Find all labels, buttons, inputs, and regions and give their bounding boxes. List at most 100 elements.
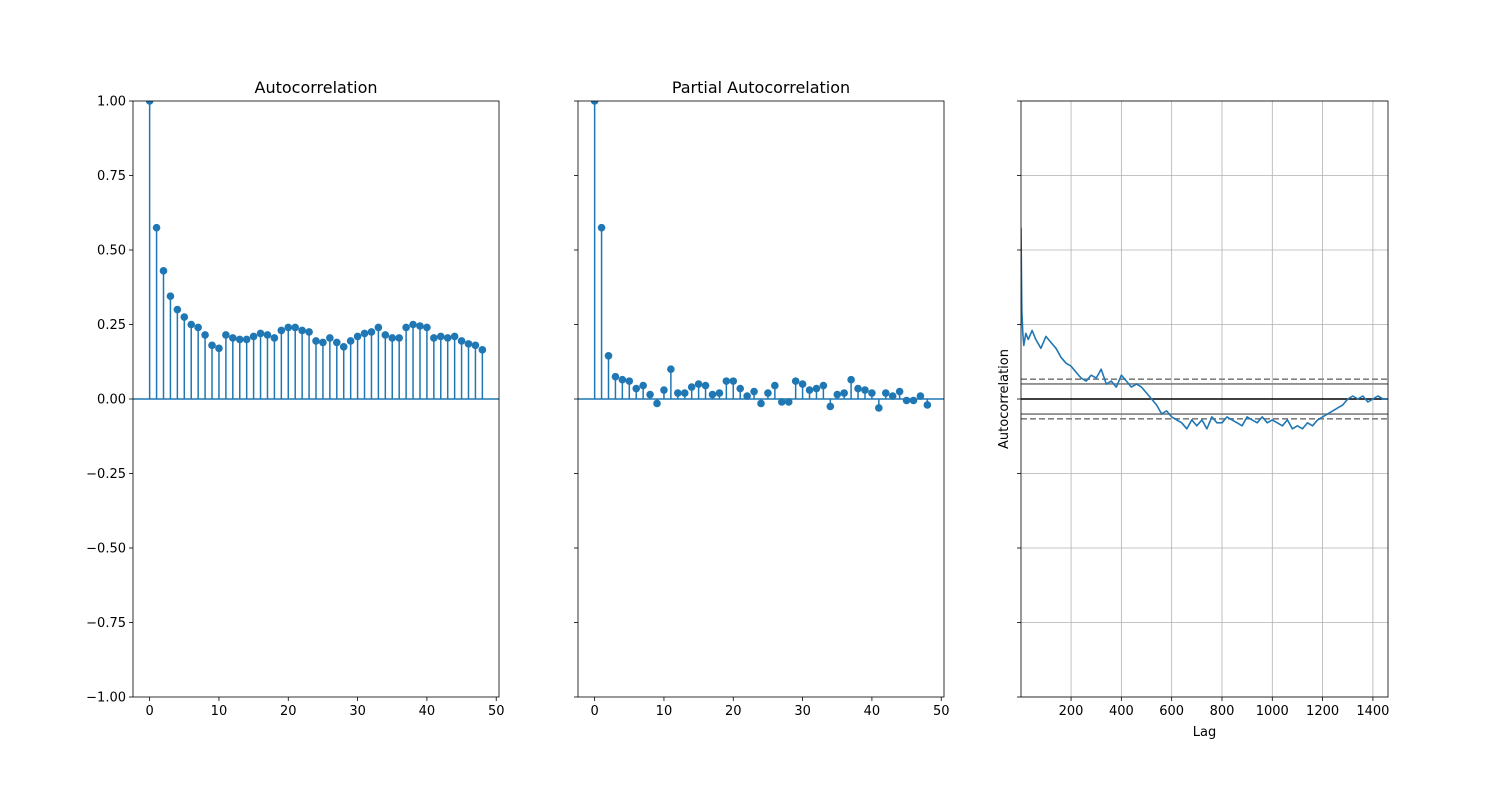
stem-marker xyxy=(353,332,362,341)
stem-marker xyxy=(660,386,668,394)
stem-marker xyxy=(625,377,634,385)
x-tick-label: 200 xyxy=(1059,704,1084,719)
stem-marker xyxy=(332,338,341,347)
stem-marker xyxy=(687,383,696,391)
stem-marker xyxy=(367,328,376,336)
x-tick-label: 50 xyxy=(488,704,505,719)
stem-marker xyxy=(256,329,265,338)
stem-marker xyxy=(777,398,786,406)
chart-title: Partial Autocorrelation xyxy=(672,78,850,97)
stem-marker xyxy=(819,381,828,390)
stem-marker xyxy=(346,337,355,345)
x-tick-label: 40 xyxy=(864,704,881,719)
y-tick-label: 0.00 xyxy=(97,393,126,408)
stem-marker xyxy=(229,334,237,342)
plot-area xyxy=(1021,227,1388,430)
stem-marker xyxy=(715,389,724,397)
stem-marker xyxy=(215,344,223,353)
stem-marker xyxy=(757,399,765,408)
stem-marker xyxy=(812,384,821,393)
y-tick-label: 1.00 xyxy=(97,95,126,110)
stem-marker xyxy=(881,389,890,397)
stem-marker xyxy=(750,387,758,396)
stem-marker xyxy=(263,331,272,339)
stem-marker xyxy=(436,332,445,341)
stem-marker xyxy=(173,305,182,314)
acf-panel: 0 10 20 30 40 50 −1.00 −0.75 −0.50 −0.25 0.00 0.25 0… xyxy=(86,78,504,719)
stem-marker xyxy=(798,380,807,388)
stem-marker xyxy=(159,267,168,275)
stem-marker xyxy=(632,384,641,393)
autocorrelation-line xyxy=(1021,227,1388,430)
stem-marker xyxy=(674,389,682,397)
stem-marker xyxy=(909,396,918,405)
stem-marker xyxy=(902,396,911,405)
x-tick-label: 20 xyxy=(725,704,742,719)
x-tick-label: 400 xyxy=(1109,704,1134,719)
stem-marker xyxy=(478,346,487,354)
stem-marker xyxy=(423,323,431,332)
stem-marker xyxy=(771,381,779,390)
y-tick-label: 0.75 xyxy=(97,169,126,184)
stem-marker xyxy=(875,404,883,412)
stem-marker xyxy=(784,398,793,406)
stem-marker xyxy=(235,335,244,344)
stem-marker xyxy=(667,365,675,374)
stem-marker xyxy=(791,377,800,385)
stem-marker xyxy=(270,334,279,342)
x-tick-label: 1000 xyxy=(1256,704,1289,719)
stem-marker xyxy=(916,392,925,400)
stem-marker xyxy=(736,384,745,393)
stem-marker xyxy=(443,334,452,342)
x-axis-label: Lag xyxy=(1193,725,1216,740)
stem-marker xyxy=(450,332,459,341)
stem-marker xyxy=(312,337,320,345)
stem-marker xyxy=(402,323,410,332)
x-tick-label: 800 xyxy=(1210,704,1235,719)
plot-area xyxy=(578,101,944,412)
autocorrelation-plot-panel: 200 400 600 800 1000 1200 1400 Lag Autocorrelati… xyxy=(997,100,1389,740)
stem-marker xyxy=(861,386,869,394)
stem-marker xyxy=(604,351,613,360)
stem-marker xyxy=(722,377,731,385)
stem-marker xyxy=(277,326,286,335)
y-axis-label: Autocorrelation xyxy=(997,349,1012,449)
stem-marker xyxy=(826,402,835,411)
y-tick-label: −1.00 xyxy=(86,691,126,706)
stem-marker xyxy=(471,341,480,350)
y-tick-label: 0.50 xyxy=(97,244,126,259)
x-tick-label: 10 xyxy=(211,704,228,719)
stem-marker xyxy=(298,326,306,335)
pacf-panel: 0 10 20 30 40 50 Partial Autocorrelation xyxy=(574,78,950,719)
x-tick-label: 40 xyxy=(419,704,436,719)
stem-marker xyxy=(847,375,855,384)
stem-marker xyxy=(249,332,258,341)
y-tick-label: 0.25 xyxy=(97,318,126,333)
stem-marker xyxy=(611,372,620,381)
stem-marker xyxy=(416,322,424,330)
stem-marker xyxy=(680,389,689,397)
stem-marker xyxy=(166,292,175,300)
stem-marker xyxy=(395,334,403,342)
stem-marker xyxy=(729,377,738,385)
x-tick-label: 600 xyxy=(1159,704,1184,719)
y-tick-label: −0.25 xyxy=(86,467,126,482)
stem-marker xyxy=(409,320,417,329)
stem-marker xyxy=(208,341,216,350)
stem-marker xyxy=(653,399,661,408)
stem-marker xyxy=(708,390,717,399)
stem-marker xyxy=(764,389,772,397)
x-tick-label: 1200 xyxy=(1306,704,1339,719)
stem-marker xyxy=(618,375,627,384)
plot-area xyxy=(133,101,499,400)
stem-marker xyxy=(646,390,654,399)
stem-marker xyxy=(339,343,348,351)
y-tick-label: −0.50 xyxy=(86,542,126,557)
stem-marker xyxy=(895,387,904,396)
stem-marker xyxy=(430,334,438,342)
stem-marker xyxy=(360,329,369,338)
stem-marker xyxy=(840,389,848,397)
stem-marker xyxy=(194,323,202,332)
stem-marker xyxy=(319,338,327,347)
